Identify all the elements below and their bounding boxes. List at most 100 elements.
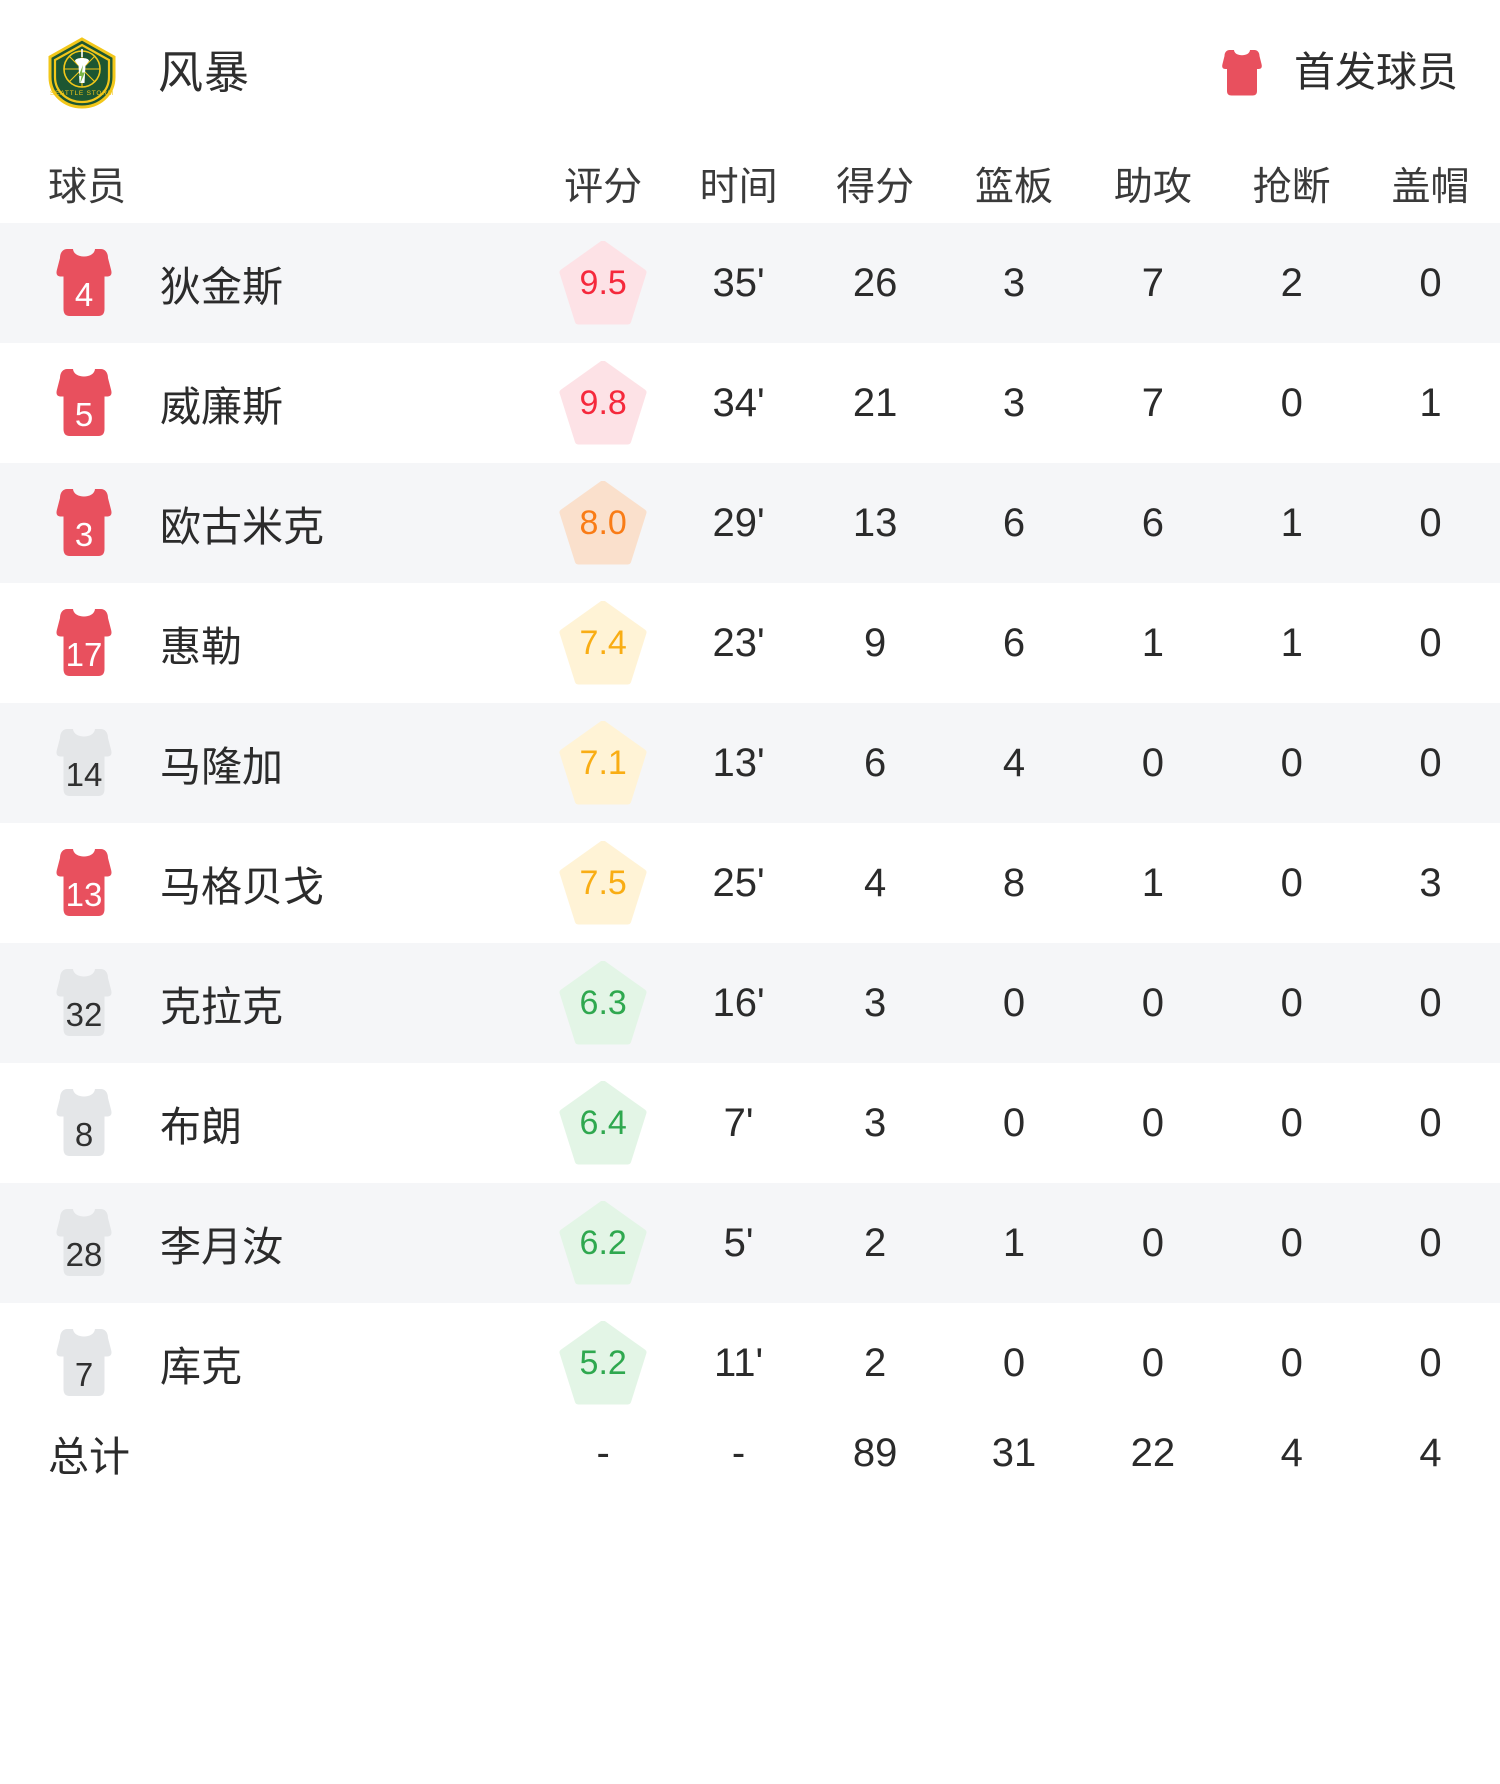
player-cell[interactable]: 13 马格贝戈 [0,823,535,943]
stat-time: 34' [712,380,765,425]
rating-value: 9.8 [579,384,627,422]
jersey-number: 4 [74,276,94,313]
stat-points: 2 [864,1340,887,1385]
starter-legend: 首发球员 [1216,49,1458,96]
seattle-storm-crest-icon: SEATTLE STORM [44,35,120,111]
rating-badge: 7.5 [559,841,647,925]
column-header-blocks[interactable]: 盖帽 [1391,166,1470,209]
rating-cell: 7.4 [535,583,672,703]
player-cell[interactable]: 17 惠勒 [0,583,535,703]
jersey-number: 14 [65,756,103,793]
stat-assists: 7 [1141,260,1164,305]
rating-badge: 9.5 [559,241,647,325]
player-cell[interactable]: 4 狄金斯 [0,223,535,343]
rating-badge: 6.2 [559,1201,647,1285]
player-cell[interactable]: 7 库克 [0,1303,535,1423]
stat-time: 35' [712,260,765,305]
table-row[interactable]: 7 库克 5.2 11' 2 0 0 0 0 [0,1303,1500,1423]
rating-cell: 7.5 [535,823,672,943]
rating-badge-wrap: 7.1 [535,721,672,805]
table-row[interactable]: 17 惠勒 7.4 23' 9 6 1 1 0 [0,583,1500,703]
table-row[interactable]: 8 布朗 6.4 7' 3 0 0 0 0 [0,1063,1500,1183]
rating-badge: 6.3 [559,961,647,1045]
rating-value: 9.5 [579,264,627,302]
stat-blocks: 1 [1419,380,1442,425]
stat-assists: 1 [1141,620,1164,665]
jersey-number: 5 [74,396,94,433]
starter-jersey-icon: 4 [48,249,120,317]
totals-assists: 22 [1130,1430,1176,1475]
starter-legend-label: 首发球员 [1294,49,1458,95]
player-cell[interactable]: 8 布朗 [0,1063,535,1183]
stat-assists: 0 [1141,740,1164,785]
player-cell[interactable]: 32 克拉克 [0,943,535,1063]
stat-rebounds: 3 [1002,260,1026,305]
rating-cell: 6.2 [535,1183,672,1303]
rating-badge-wrap: 6.4 [535,1081,672,1165]
stat-rebounds: 4 [1002,740,1026,785]
stat-rebounds: 0 [1002,1340,1026,1385]
rating-badge-wrap: 8.0 [535,481,672,565]
column-header-assists[interactable]: 助攻 [1113,166,1192,209]
stat-points: 13 [852,500,898,545]
rating-badge: 8.0 [559,481,647,565]
jersey-number: 8 [74,1116,94,1153]
jersey-number: 7 [74,1356,94,1393]
column-header-time[interactable]: 时间 [699,166,778,209]
player-cell[interactable]: 14 马隆加 [0,703,535,823]
jersey-number: 17 [65,636,103,673]
rating-cell: 7.1 [535,703,672,823]
stat-rebounds: 0 [1002,980,1026,1025]
player-cell[interactable]: 3 欧古米克 [0,463,535,583]
stat-rebounds: 1 [1002,1220,1026,1265]
stat-points: 6 [864,740,887,785]
stat-steals: 0 [1280,380,1303,425]
rating-cell: 6.3 [535,943,672,1063]
rating-cell: 9.5 [535,223,672,343]
table-row[interactable]: 32 克拉克 6.3 16' 3 0 0 0 0 [0,943,1500,1063]
column-header-points[interactable]: 得分 [836,166,915,209]
rating-badge-wrap: 6.2 [535,1201,672,1285]
totals-rebounds: 31 [991,1430,1037,1475]
table-row[interactable]: 28 李月汝 6.2 5' 2 1 0 0 0 [0,1183,1500,1303]
stat-assists: 7 [1141,380,1164,425]
table-row[interactable]: 13 马格贝戈 7.5 25' 4 8 1 0 3 [0,823,1500,943]
rating-badge-wrap: 5.2 [535,1321,672,1405]
column-header-steals[interactable]: 抢断 [1252,166,1331,209]
stat-blocks: 0 [1419,1340,1442,1385]
column-header-rebounds[interactable]: 篮板 [974,166,1053,209]
rating-badge: 5.2 [559,1321,647,1405]
column-header-player[interactable]: 球员 [48,166,127,209]
table-row[interactable]: 5 威廉斯 9.8 34' 21 3 7 0 1 [0,343,1500,463]
stat-blocks: 0 [1419,1220,1442,1265]
stat-assists: 0 [1141,1220,1164,1265]
player-name: 威廉斯 [160,384,283,430]
player-name: 库克 [160,1344,242,1390]
svg-text:SEATTLE STORM: SEATTLE STORM [50,90,114,97]
table-row[interactable]: 14 马隆加 7.1 13' 6 4 0 0 0 [0,703,1500,823]
rating-badge: 7.4 [559,601,647,685]
stat-steals: 2 [1280,260,1303,305]
player-cell[interactable]: 5 威廉斯 [0,343,535,463]
stat-points: 4 [864,860,887,905]
rating-badge-wrap: 7.4 [535,601,672,685]
rating-value: 6.3 [579,984,627,1022]
player-identity: 4 狄金斯 [0,249,535,317]
column-header-rating[interactable]: 评分 [564,166,643,209]
stat-rebounds: 6 [1002,620,1026,665]
stat-rebounds: 3 [1002,380,1026,425]
table-row[interactable]: 4 狄金斯 9.5 35' 26 3 7 2 0 [0,223,1500,343]
player-cell[interactable]: 28 李月汝 [0,1183,535,1303]
rating-badge-wrap: 9.5 [535,241,672,325]
player-stats-table: 球员 评分 时间 得分 篮板 助攻 抢断 盖帽 4 狄金斯 9.5 35' 2 6 3 7 2 0 5 威廉斯 9.8… [0,145,1500,1483]
rating-badge: 7.1 [559,721,647,805]
table-row[interactable]: 3 欧古米克 8.0 29' 13 6 6 1 0 [0,463,1500,583]
jersey-number: 28 [65,1236,103,1273]
player-name: 马格贝戈 [160,864,324,910]
stat-points: 2 [864,1220,887,1265]
bench-jersey-icon: 32 [48,969,120,1037]
stat-time: 13' [712,740,765,785]
stat-time: 29' [712,500,765,545]
rating-badge: 6.4 [559,1081,647,1165]
player-identity: 13 马格贝戈 [0,849,535,917]
